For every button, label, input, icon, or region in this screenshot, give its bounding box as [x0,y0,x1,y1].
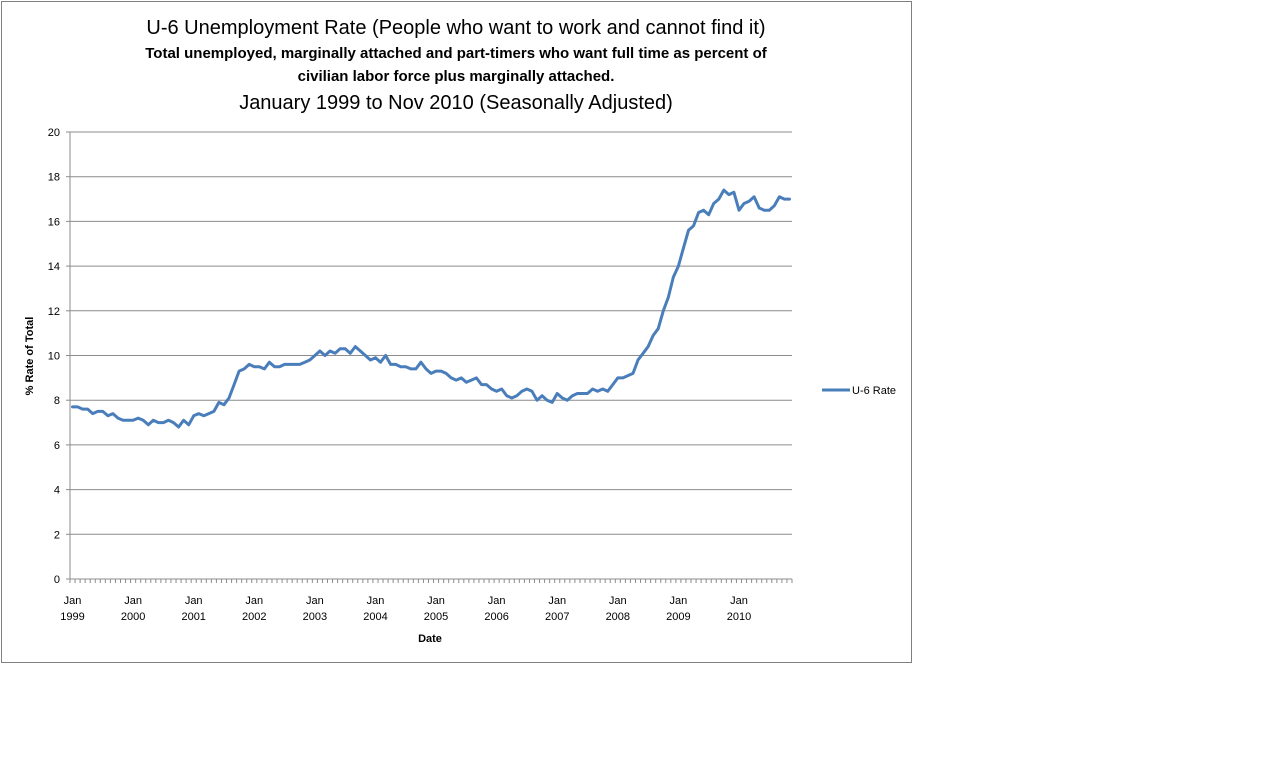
x-tick-label-year: 2006 [484,611,508,623]
x-tick-label-month: Jan [185,595,203,607]
axes [66,131,793,583]
y-tick-label: 12 [48,306,60,318]
x-tick-label-month: Jan [730,595,748,607]
legend-label: U-6 Rate [852,385,896,397]
chart-date-range: January 1999 to Nov 2010 (Seasonally Adj… [239,92,673,114]
x-tick-label-month: Jan [427,595,445,607]
x-tick-label-year: 1999 [60,611,84,623]
y-tick-label: 4 [54,485,60,497]
x-tick-label-year: 2010 [727,611,751,623]
x-tick-label-year: 2000 [121,611,145,623]
chart-svg: U-6 Unemployment Rate (People who want t… [24,17,896,645]
x-tick-label-month: Jan [64,595,82,607]
y-tick-label: 20 [48,127,60,139]
x-tick-label-year: 2005 [424,611,448,623]
x-tick-label-year: 2007 [545,611,569,623]
y-tick-labels: 0 2 4 6 8 10 12 14 16 18 20 [48,127,60,586]
y-tick-label: 2 [54,529,60,541]
y-tick-label: 10 [48,351,60,363]
x-tick-label-year: 2008 [606,611,630,623]
series-layer [71,188,791,429]
series-line-u6-rate [71,188,791,429]
x-tick-label-month: Jan [367,595,385,607]
y-tick-label: 18 [48,172,60,184]
x-tick-label-year: 2009 [666,611,690,623]
x-tick-label-month: Jan [609,595,627,607]
x-tick-label-year: 2001 [181,611,205,623]
y-tick-label: 0 [54,574,60,586]
x-tick-label-month: Jan [306,595,324,607]
y-tick-label: 14 [48,261,60,273]
x-tick-label-month: Jan [670,595,688,607]
x-tick-label-month: Jan [124,595,142,607]
x-tick-label-month: Jan [488,595,506,607]
gridlines [70,131,792,580]
chart-subtitle-line1: Total unemployed, marginally attached an… [145,45,768,62]
x-tick-label-month: Jan [245,595,263,607]
x-tick-labels: Jan 1999 Jan 2000 Jan 2001 Jan 2002 Jan 2003 Jan 20… [60,595,751,623]
y-tick-label: 16 [48,216,60,228]
y-tick-label: 6 [54,440,60,452]
legend: U-6 Rate [822,385,896,397]
y-tick-label: 8 [54,395,60,407]
x-axis-title: Date [418,633,442,645]
chart-title: U-6 Unemployment Rate (People who want t… [146,17,765,39]
x-tick-label-year: 2003 [303,611,327,623]
chart-subtitle-line2: civilian labor force plus marginally att… [298,68,615,85]
x-tick-label-month: Jan [548,595,566,607]
x-tick-label-year: 2004 [363,611,387,623]
y-axis-title: % Rate of Total [24,317,36,396]
x-tick-label-year: 2002 [242,611,266,623]
chart-frame: U-6 Unemployment Rate (People who want t… [1,1,912,663]
